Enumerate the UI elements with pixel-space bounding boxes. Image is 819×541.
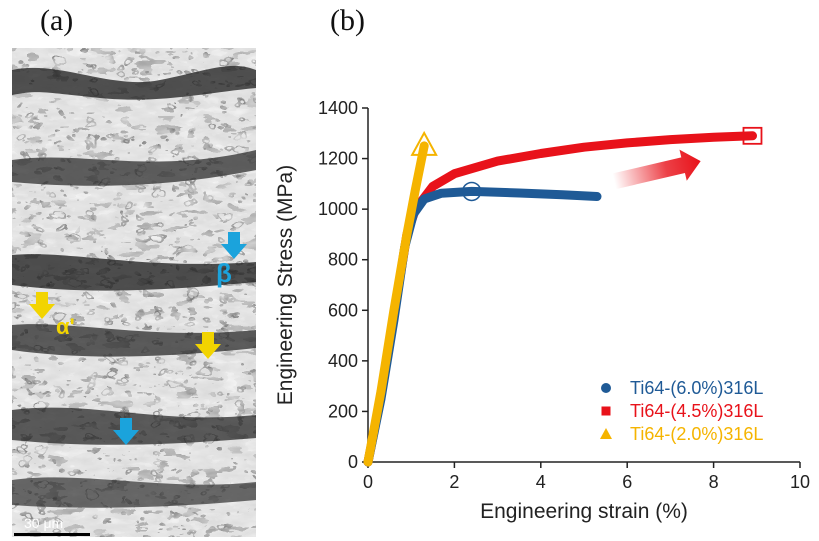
legend-marker [600,428,612,439]
alpha-prime-label: α' [56,314,75,339]
scale-bar-label: 30 μm [24,515,63,531]
legend-marker [601,406,611,416]
legend-marker [601,383,611,393]
y-tick-label: 0 [348,452,358,472]
panel-b-label: (b) [330,4,365,37]
y-tick-label: 400 [328,351,358,371]
scale-bar [14,533,90,536]
y-tick-label: 1000 [318,199,358,219]
y-axis-title: Engineering Stress (MPa) [274,165,297,405]
y-tick-label: 200 [328,401,358,421]
series-line-3 [363,141,429,467]
x-axis-title: Engineering strain (%) [480,500,688,523]
beta-arrow-icon [113,418,139,445]
y-tick-label: 1200 [318,149,358,169]
beta-arrow-icon [221,232,247,259]
panel-a-label: (a) [40,4,74,37]
legend-entry: Ti64-(2.0%)316L [630,424,763,444]
beta-phase-label: β [216,258,232,288]
legend-entry: Ti64-(4.5%)316L [630,401,763,421]
alpha-arrow-icon [29,292,55,319]
x-tick-label: 2 [449,472,459,492]
x-tick-label: 4 [536,472,546,492]
fracture-point-marker [461,181,482,202]
fracture-point-marker [410,130,438,156]
x-tick-label: 0 [363,472,373,492]
x-tick-label: 8 [709,472,719,492]
alpha-arrow-icon [195,332,221,359]
y-tick-label: 1400 [318,98,358,118]
legend-entry: Ti64-(6.0%)316L [630,378,763,398]
fracture-point-marker [742,126,763,145]
series-line-1 [363,186,602,467]
trend-arrow-shape [612,149,701,190]
y-tick-label: 600 [328,300,358,320]
x-tick-label: 6 [622,472,632,492]
trend-arrow-icon [612,149,701,190]
x-tick-label: 10 [790,472,810,492]
y-tick-label: 800 [328,250,358,270]
